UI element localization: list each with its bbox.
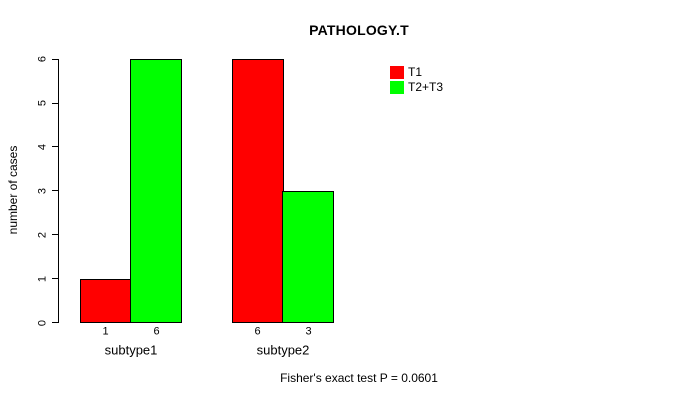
y-tick-mark — [52, 278, 58, 280]
category-label-subtype1: subtype1 — [104, 342, 158, 358]
category-label-subtype2: subtype2 — [256, 342, 310, 358]
legend-swatch-t2t3-icon — [390, 80, 404, 94]
legend-item-t1: T1 — [390, 66, 443, 79]
y-tick-mark — [52, 190, 58, 192]
legend-label-t1: T1 — [408, 65, 423, 79]
legend-swatch-t1-icon — [390, 66, 404, 79]
y-tick-label: 4 — [36, 143, 49, 150]
bar-count-label: 6 — [254, 325, 261, 337]
bar-subtype2-T1 — [232, 59, 284, 323]
chart-title: PATHOLOGY.T — [309, 22, 409, 38]
bar-subtype1-T1 — [80, 278, 132, 323]
bar-count-label: 1 — [102, 325, 109, 337]
y-tick-label: 3 — [36, 187, 49, 194]
y-tick-label: 5 — [36, 99, 49, 107]
y-tick-mark — [52, 102, 58, 104]
y-tick-label: 6 — [36, 56, 49, 63]
bar-subtype1-T2+T3 — [130, 59, 182, 323]
y-axis-line — [58, 58, 59, 323]
y-tick-mark — [52, 58, 58, 60]
y-tick-mark — [52, 146, 58, 148]
y-tick-label: 0 — [36, 319, 49, 326]
legend-item-t2t3: T2+T3 — [390, 79, 444, 94]
bar-count-label: 3 — [305, 325, 312, 337]
y-tick-mark — [52, 322, 58, 323]
y-tick-label: 1 — [36, 275, 49, 282]
y-tick-mark — [52, 234, 58, 236]
legend: T1 T2+T3 — [390, 66, 443, 94]
y-axis-title: number of cases — [6, 145, 20, 235]
bar-count-label: 6 — [153, 325, 160, 337]
fisher-test-annotation: Fisher's exact test P = 0.0601 — [280, 371, 438, 385]
y-tick-label: 2 — [36, 231, 49, 238]
legend-label-t2t3: T2+T3 — [408, 79, 444, 94]
bar-subtype2-T2+T3 — [282, 190, 334, 323]
